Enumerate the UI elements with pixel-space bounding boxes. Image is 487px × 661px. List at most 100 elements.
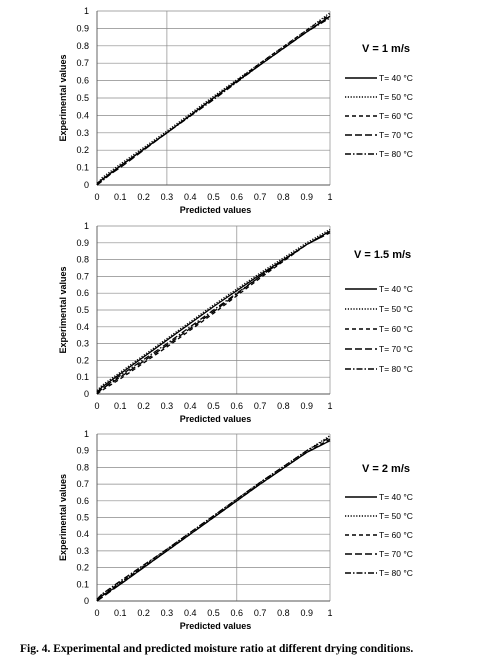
y-tick-label: 0.7 bbox=[76, 58, 89, 68]
y-axis-label: Experimental values bbox=[58, 266, 68, 353]
y-tick-label: 0.1 bbox=[76, 163, 89, 173]
y-tick-label: 0.3 bbox=[76, 128, 89, 138]
y-tick-label: 0.9 bbox=[76, 23, 89, 33]
chart-panel-3: 0 0.1 0.2 0.3 0.4 0.5 0.6 0.7 0.8 0.9 1 0 0.1 0.2 0.3 0… bbox=[58, 429, 413, 631]
x-axis-label: Predicted values bbox=[180, 414, 252, 424]
x-tick-label: 0.6 bbox=[231, 192, 244, 202]
legend-label: T= 40 °C bbox=[379, 284, 413, 294]
x-tick-label: 0 bbox=[94, 401, 99, 411]
y-tick-label: 0.2 bbox=[76, 355, 89, 365]
x-tick-label: 0 bbox=[94, 192, 99, 202]
legend-label: T= 60 °C bbox=[379, 324, 413, 334]
series-line bbox=[96, 440, 331, 602]
y-tick-label: 1 bbox=[84, 6, 89, 16]
legend-label: T= 80 °C bbox=[379, 568, 413, 578]
legend-label: T= 40 °C bbox=[379, 73, 413, 83]
x-tick-label: 0.6 bbox=[231, 608, 244, 618]
legend-label: T= 50 °C bbox=[379, 511, 413, 521]
y-tick-label: 0 bbox=[84, 180, 89, 190]
x-tick-label: 0.4 bbox=[184, 608, 197, 618]
y-tick-label: 0.2 bbox=[76, 145, 89, 155]
series-line bbox=[96, 228, 331, 392]
legend-label: T= 50 °C bbox=[379, 92, 413, 102]
x-tick-label: 1 bbox=[327, 401, 332, 411]
x-tick-label: 0.4 bbox=[184, 192, 197, 202]
y-tick-label: 1 bbox=[84, 429, 89, 439]
x-tick-label: 0.1 bbox=[114, 401, 127, 411]
y-tick-label: 0.7 bbox=[76, 479, 89, 489]
legend-label: T= 80 °C bbox=[379, 149, 413, 159]
x-tick-label: 0.5 bbox=[207, 192, 220, 202]
x-tick-label: 0.2 bbox=[137, 401, 150, 411]
y-tick-label: 0.8 bbox=[76, 255, 89, 265]
x-axis-label: Predicted values bbox=[180, 621, 252, 631]
series-line bbox=[96, 12, 331, 186]
chart-panel-2: 0 0.1 0.2 0.3 0.4 0.5 0.6 0.7 0.8 0.9 1 0 0.1 0.2 0.3 0… bbox=[58, 221, 413, 424]
y-tick-label: 0.4 bbox=[76, 110, 89, 120]
x-tick-label: 0.4 bbox=[184, 401, 197, 411]
y-tick-label: 0.1 bbox=[76, 579, 89, 589]
x-tick-label: 1 bbox=[327, 192, 332, 202]
x-tick-label: 0.8 bbox=[277, 608, 290, 618]
x-tick-label: 0.5 bbox=[207, 401, 220, 411]
legend-label: T= 70 °C bbox=[379, 130, 413, 140]
legend-label: T= 60 °C bbox=[379, 111, 413, 121]
y-tick-label: 0.3 bbox=[76, 339, 89, 349]
x-axis-label: Predicted values bbox=[180, 205, 252, 215]
x-tick-label: 0.9 bbox=[300, 608, 313, 618]
x-tick-label: 0.1 bbox=[114, 192, 127, 202]
y-tick-label: 0.8 bbox=[76, 462, 89, 472]
x-tick-label: 0.1 bbox=[114, 608, 127, 618]
series-line bbox=[96, 17, 331, 186]
x-tick-label: 0 bbox=[94, 608, 99, 618]
legend: T= 40 °C T= 50 °C T= 60 °C T= 70 °C T= 80 °C bbox=[345, 73, 413, 159]
legend: T= 40 °C T= 50 °C T= 60 °C T= 70 °C T= 80 °C bbox=[345, 284, 413, 374]
y-tick-label: 0.8 bbox=[76, 41, 89, 51]
y-tick-label: 0.2 bbox=[76, 563, 89, 573]
y-axis-label: Experimental values bbox=[58, 54, 68, 141]
condition-label: V = 1.5 m/s bbox=[354, 249, 411, 261]
y-tick-label: 0.9 bbox=[76, 446, 89, 456]
x-tick-label: 0.7 bbox=[254, 401, 267, 411]
condition-label: V = 2 m/s bbox=[362, 463, 410, 475]
condition-label: V = 1 m/s bbox=[362, 43, 410, 55]
y-tick-label: 0.4 bbox=[76, 322, 89, 332]
y-axis-label: Experimental values bbox=[58, 474, 68, 561]
legend-label: T= 70 °C bbox=[379, 549, 413, 559]
y-tick-label: 0 bbox=[84, 596, 89, 606]
y-tick-label: 0.6 bbox=[76, 288, 89, 298]
series-line bbox=[96, 435, 331, 600]
legend-label: T= 60 °C bbox=[379, 530, 413, 540]
y-tick-label: 0.3 bbox=[76, 546, 89, 556]
x-tick-label: 0.8 bbox=[277, 401, 290, 411]
legend-label: T= 70 °C bbox=[379, 344, 413, 354]
x-tick-label: 0.7 bbox=[254, 192, 267, 202]
y-tick-label: 0.5 bbox=[76, 305, 89, 315]
y-tick-label: 0.6 bbox=[76, 496, 89, 506]
x-tick-label: 0.8 bbox=[277, 192, 290, 202]
y-tick-label: 0.5 bbox=[76, 93, 89, 103]
legend-label: T= 80 °C bbox=[379, 364, 413, 374]
x-tick-label: 0.2 bbox=[137, 608, 150, 618]
x-tick-label: 0.9 bbox=[300, 192, 313, 202]
y-tick-label: 0.6 bbox=[76, 76, 89, 86]
y-tick-label: 0.7 bbox=[76, 271, 89, 281]
y-tick-label: 0.4 bbox=[76, 529, 89, 539]
legend-label: T= 50 °C bbox=[379, 304, 413, 314]
series-line bbox=[96, 15, 331, 186]
legend-label: T= 40 °C bbox=[379, 492, 413, 502]
y-tick-label: 0 bbox=[84, 389, 89, 399]
x-tick-label: 0.7 bbox=[254, 608, 267, 618]
x-tick-label: 1 bbox=[327, 608, 332, 618]
figure-caption: Fig. 4. Experimental and predicted moist… bbox=[20, 643, 413, 655]
y-tick-label: 0.9 bbox=[76, 238, 89, 248]
x-tick-label: 0.5 bbox=[207, 608, 220, 618]
x-tick-label: 0.2 bbox=[137, 192, 150, 202]
series-line bbox=[96, 440, 331, 602]
y-tick-label: 1 bbox=[84, 221, 89, 231]
series-line bbox=[96, 230, 331, 393]
x-tick-label: 0.3 bbox=[161, 192, 174, 202]
x-tick-label: 0.9 bbox=[300, 401, 313, 411]
chart-panel-1: 0 0.1 0.2 0.3 0.4 0.5 0.6 0.7 0.8 0.9 1 0 0.1 0.2 0.3 0… bbox=[58, 6, 413, 215]
